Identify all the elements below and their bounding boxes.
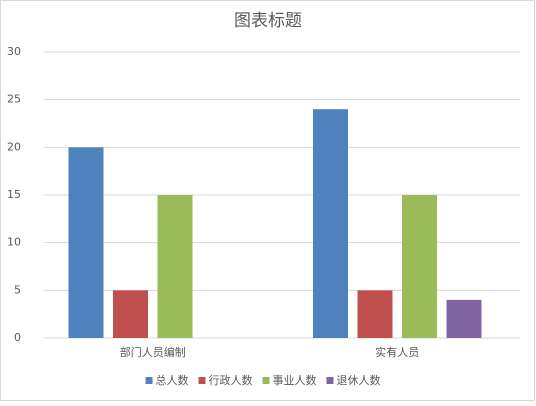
- y-tick-label: 30: [7, 45, 21, 58]
- legend-label: 行政人数: [209, 373, 253, 387]
- bar: [157, 195, 193, 338]
- legend-swatch: [145, 377, 153, 384]
- y-tick-label: 25: [7, 93, 21, 106]
- bar: [446, 299, 482, 338]
- bar: [357, 290, 393, 338]
- y-tick-label: 5: [14, 283, 21, 296]
- legend-swatch: [262, 377, 270, 384]
- bar: [113, 290, 148, 338]
- legend-swatch: [198, 377, 206, 384]
- y-tick-label: 15: [7, 188, 21, 201]
- legend-label: 总人数: [156, 373, 189, 387]
- legend-swatch: [326, 377, 334, 384]
- bar: [313, 109, 348, 338]
- y-tick-label: 20: [7, 140, 21, 153]
- chart-title: 图表标题: [234, 11, 302, 31]
- bar: [402, 195, 437, 338]
- x-tick-label: 实有人员: [375, 345, 419, 359]
- bar: [68, 147, 104, 338]
- y-tick-label: 0: [14, 331, 21, 344]
- x-tick-label: 部门人员编制: [120, 345, 186, 359]
- y-tick-label: 10: [7, 236, 21, 249]
- legend-label: 退休人数: [337, 374, 381, 387]
- legend-label: 事业人数: [273, 374, 317, 387]
